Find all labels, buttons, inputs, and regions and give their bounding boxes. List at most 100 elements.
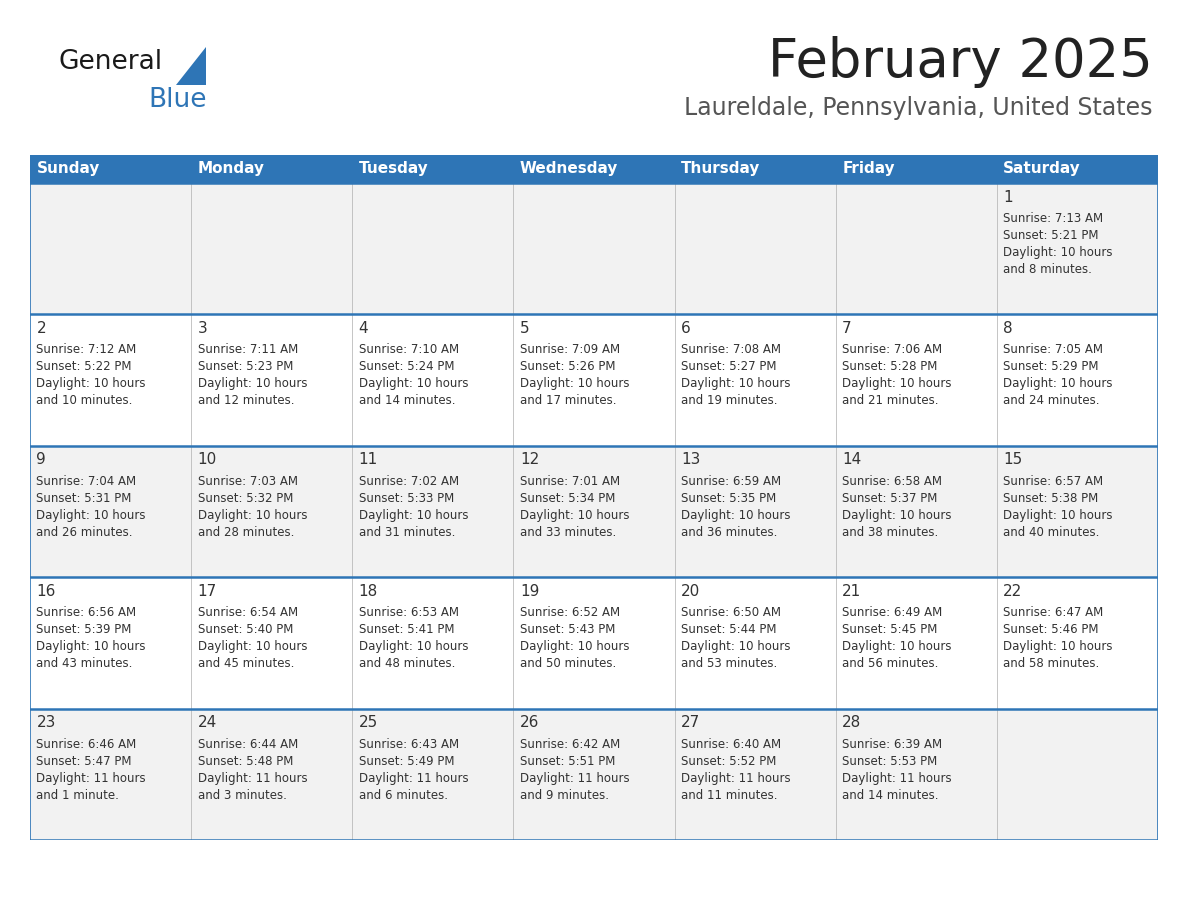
Text: Sunrise: 7:09 AM
Sunset: 5:26 PM
Daylight: 10 hours
and 17 minutes.: Sunrise: 7:09 AM Sunset: 5:26 PM Dayligh… [520,343,630,408]
Text: Laureldale, Pennsylvania, United States: Laureldale, Pennsylvania, United States [684,96,1154,120]
Text: Sunrise: 6:46 AM
Sunset: 5:47 PM
Daylight: 11 hours
and 1 minute.: Sunrise: 6:46 AM Sunset: 5:47 PM Dayligh… [37,737,146,801]
Bar [191,155,353,183]
Text: Sunrise: 6:54 AM
Sunset: 5:40 PM
Daylight: 10 hours
and 45 minutes.: Sunrise: 6:54 AM Sunset: 5:40 PM Dayligh… [197,606,307,670]
Text: Sunrise: 7:05 AM
Sunset: 5:29 PM
Daylight: 10 hours
and 24 minutes.: Sunrise: 7:05 AM Sunset: 5:29 PM Dayligh… [1004,343,1113,408]
Text: Sunrise: 7:13 AM
Sunset: 5:21 PM
Daylight: 10 hours
and 8 minutes.: Sunrise: 7:13 AM Sunset: 5:21 PM Dayligh… [1004,212,1113,276]
Bar [675,314,835,446]
Text: Sunrise: 6:40 AM
Sunset: 5:52 PM
Daylight: 11 hours
and 11 minutes.: Sunrise: 6:40 AM Sunset: 5:52 PM Dayligh… [681,737,791,801]
Text: 1: 1 [1004,190,1013,205]
Bar [675,577,835,709]
Text: Sunrise: 7:02 AM
Sunset: 5:33 PM
Daylight: 10 hours
and 31 minutes.: Sunrise: 7:02 AM Sunset: 5:33 PM Dayligh… [359,475,468,539]
Text: 23: 23 [37,715,56,730]
Bar [30,183,191,314]
Text: 11: 11 [359,453,378,467]
Bar [835,709,997,840]
Text: Sunrise: 7:01 AM
Sunset: 5:34 PM
Daylight: 10 hours
and 33 minutes.: Sunrise: 7:01 AM Sunset: 5:34 PM Dayligh… [520,475,630,539]
Text: 10: 10 [197,453,217,467]
Text: 13: 13 [681,453,701,467]
Text: 17: 17 [197,584,217,599]
Text: 25: 25 [359,715,378,730]
Text: Sunrise: 7:12 AM
Sunset: 5:22 PM
Daylight: 10 hours
and 10 minutes.: Sunrise: 7:12 AM Sunset: 5:22 PM Dayligh… [37,343,146,408]
Text: 6: 6 [681,321,690,336]
Text: 22: 22 [1004,584,1023,599]
Bar [191,183,353,314]
Text: 28: 28 [842,715,861,730]
Text: 24: 24 [197,715,217,730]
Bar [835,446,997,577]
Text: 26: 26 [520,715,539,730]
Text: Blue: Blue [148,87,207,113]
Bar [353,577,513,709]
Bar [997,709,1158,840]
Text: Sunrise: 6:53 AM
Sunset: 5:41 PM
Daylight: 10 hours
and 48 minutes.: Sunrise: 6:53 AM Sunset: 5:41 PM Dayligh… [359,606,468,670]
Text: Monday: Monday [197,162,265,176]
Bar [835,183,997,314]
Text: Sunrise: 6:57 AM
Sunset: 5:38 PM
Daylight: 10 hours
and 40 minutes.: Sunrise: 6:57 AM Sunset: 5:38 PM Dayligh… [1004,475,1113,539]
Bar [513,155,675,183]
Text: Sunrise: 6:47 AM
Sunset: 5:46 PM
Daylight: 10 hours
and 58 minutes.: Sunrise: 6:47 AM Sunset: 5:46 PM Dayligh… [1004,606,1113,670]
Bar [353,183,513,314]
Bar [675,446,835,577]
Bar [675,183,835,314]
Text: Sunrise: 6:52 AM
Sunset: 5:43 PM
Daylight: 10 hours
and 50 minutes.: Sunrise: 6:52 AM Sunset: 5:43 PM Dayligh… [520,606,630,670]
Bar [675,155,835,183]
Bar [513,314,675,446]
Bar [513,709,675,840]
Text: February 2025: February 2025 [769,36,1154,88]
Text: Friday: Friday [842,162,895,176]
Text: Sunrise: 7:06 AM
Sunset: 5:28 PM
Daylight: 10 hours
and 21 minutes.: Sunrise: 7:06 AM Sunset: 5:28 PM Dayligh… [842,343,952,408]
Text: Sunrise: 6:43 AM
Sunset: 5:49 PM
Daylight: 11 hours
and 6 minutes.: Sunrise: 6:43 AM Sunset: 5:49 PM Dayligh… [359,737,468,801]
Text: Sunrise: 7:03 AM
Sunset: 5:32 PM
Daylight: 10 hours
and 28 minutes.: Sunrise: 7:03 AM Sunset: 5:32 PM Dayligh… [197,475,307,539]
Bar [835,155,997,183]
Bar [191,314,353,446]
Text: Sunrise: 6:58 AM
Sunset: 5:37 PM
Daylight: 10 hours
and 38 minutes.: Sunrise: 6:58 AM Sunset: 5:37 PM Dayligh… [842,475,952,539]
Text: Sunrise: 6:59 AM
Sunset: 5:35 PM
Daylight: 10 hours
and 36 minutes.: Sunrise: 6:59 AM Sunset: 5:35 PM Dayligh… [681,475,790,539]
Text: 7: 7 [842,321,852,336]
Text: Sunrise: 7:11 AM
Sunset: 5:23 PM
Daylight: 10 hours
and 12 minutes.: Sunrise: 7:11 AM Sunset: 5:23 PM Dayligh… [197,343,307,408]
Text: 15: 15 [1004,453,1023,467]
Text: 12: 12 [520,453,539,467]
Text: 19: 19 [520,584,539,599]
Text: 8: 8 [1004,321,1013,336]
Bar [513,446,675,577]
Text: 27: 27 [681,715,700,730]
Text: Sunrise: 7:10 AM
Sunset: 5:24 PM
Daylight: 10 hours
and 14 minutes.: Sunrise: 7:10 AM Sunset: 5:24 PM Dayligh… [359,343,468,408]
Text: 2: 2 [37,321,46,336]
Text: Sunday: Sunday [37,162,100,176]
Bar [30,709,191,840]
Bar [30,446,191,577]
Text: Sunrise: 7:04 AM
Sunset: 5:31 PM
Daylight: 10 hours
and 26 minutes.: Sunrise: 7:04 AM Sunset: 5:31 PM Dayligh… [37,475,146,539]
Bar [30,314,191,446]
Bar [191,577,353,709]
Bar [513,183,675,314]
Text: Tuesday: Tuesday [359,162,429,176]
Bar [353,314,513,446]
Bar [513,577,675,709]
Bar [191,709,353,840]
Bar [30,577,191,709]
Bar [353,446,513,577]
Text: 14: 14 [842,453,861,467]
Text: Sunrise: 6:49 AM
Sunset: 5:45 PM
Daylight: 10 hours
and 56 minutes.: Sunrise: 6:49 AM Sunset: 5:45 PM Dayligh… [842,606,952,670]
Bar [997,183,1158,314]
Text: 4: 4 [359,321,368,336]
Text: General: General [58,49,162,75]
Bar [997,314,1158,446]
Bar [675,709,835,840]
Text: 16: 16 [37,584,56,599]
Bar [997,446,1158,577]
Bar [353,709,513,840]
Text: 18: 18 [359,584,378,599]
Bar [835,314,997,446]
Bar [835,577,997,709]
Polygon shape [176,47,206,85]
Text: Sunrise: 7:08 AM
Sunset: 5:27 PM
Daylight: 10 hours
and 19 minutes.: Sunrise: 7:08 AM Sunset: 5:27 PM Dayligh… [681,343,790,408]
Text: 21: 21 [842,584,861,599]
Text: Saturday: Saturday [1004,162,1081,176]
Text: Sunrise: 6:50 AM
Sunset: 5:44 PM
Daylight: 10 hours
and 53 minutes.: Sunrise: 6:50 AM Sunset: 5:44 PM Dayligh… [681,606,790,670]
Text: 3: 3 [197,321,208,336]
Bar [997,577,1158,709]
Text: Wednesday: Wednesday [520,162,618,176]
Text: 20: 20 [681,584,700,599]
Bar [997,155,1158,183]
